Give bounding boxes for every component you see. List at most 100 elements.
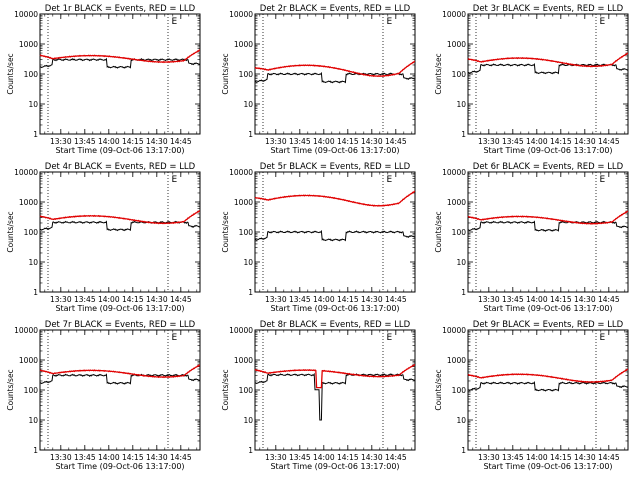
y-tick-label: 10 (28, 416, 38, 425)
x-tick-label: 14:00 (313, 295, 335, 304)
x-axis-label: Start Time (09-Oct-06 13:17:00) (270, 146, 399, 155)
x-tick-label: 14:45 (385, 137, 407, 146)
corner-e-marker: E (387, 175, 393, 185)
x-tick-label: 14:45 (385, 295, 407, 304)
corner-e-marker: E (172, 175, 178, 185)
y-tick-label: 100 (24, 70, 39, 79)
x-tick-label: 14:15 (550, 453, 572, 462)
panel-title: Det 8r BLACK = Events, RED = LLD (260, 320, 411, 330)
y-tick-label: 1000 (234, 198, 253, 207)
x-tick-label: 13:45 (502, 295, 524, 304)
x-tick-label: 14:15 (337, 453, 359, 462)
y-tick-label: 1 (33, 130, 38, 139)
panel-title: Det 7r BLACK = Events, RED = LLD (45, 320, 196, 330)
x-tick-label: 13:30 (50, 295, 72, 304)
lld-series-line (467, 52, 629, 68)
panel-6: Det 6r BLACK = Events, RED = LLD 1 10 100 10… (434, 162, 629, 313)
x-tick-label: 14:15 (122, 295, 144, 304)
lld-series-line (467, 368, 629, 384)
x-tick-label: 14:30 (574, 295, 596, 304)
y-tick-label: 10000 (14, 10, 38, 19)
x-tick-label: 13:30 (478, 137, 500, 146)
x-tick-label: 14:45 (598, 453, 620, 462)
panel-7: Det 7r BLACK = Events, RED = LLD 1 10 100 10… (6, 320, 201, 471)
y-tick-label: 100 (24, 228, 39, 237)
panel-1: Det 1r BLACK = Events, RED = LLD 1 10 100 10… (6, 4, 201, 155)
x-axis-label: Start Time (09-Oct-06 13:17:00) (270, 304, 399, 313)
y-tick-label: 1000 (19, 40, 38, 49)
panel-5: Det 5r BLACK = Events, RED = LLD 1 10 100 10… (221, 162, 416, 313)
y-tick-label: 1 (33, 288, 38, 297)
x-tick-label: 13:45 (502, 453, 524, 462)
x-tick-label: 14:00 (98, 453, 120, 462)
y-tick-label: 10 (243, 100, 253, 109)
x-tick-label: 14:00 (526, 137, 548, 146)
events-series-line (467, 220, 629, 232)
x-tick-label: 14:30 (146, 137, 168, 146)
x-tick-label: 13:45 (74, 137, 96, 146)
y-tick-label: 1 (461, 446, 466, 455)
panel-2: Det 2r BLACK = Events, RED = LLD 1 10 100 10… (221, 4, 416, 155)
x-tick-label: 13:30 (265, 295, 287, 304)
x-tick-label: 14:45 (598, 137, 620, 146)
panel-8: Det 8r BLACK = Events, RED = LLD 1 10 100 10… (221, 320, 416, 471)
x-tick-label: 14:45 (170, 453, 192, 462)
x-axis-label: Start Time (09-Oct-06 13:17:00) (55, 146, 184, 155)
y-axis-label: Counts/sec (6, 53, 15, 94)
x-tick-label: 14:45 (385, 453, 407, 462)
x-axis-label: Start Time (09-Oct-06 13:17:00) (483, 146, 612, 155)
x-tick-label: 13:30 (478, 453, 500, 462)
y-tick-label: 10 (28, 258, 38, 267)
y-tick-label: 1000 (447, 356, 466, 365)
x-tick-label: 14:30 (574, 453, 596, 462)
events-series-line (39, 57, 201, 69)
y-tick-label: 100 (452, 386, 467, 395)
y-tick-label: 1 (248, 446, 253, 455)
x-axis-label: Start Time (09-Oct-06 13:17:00) (55, 462, 184, 471)
x-axis-label: Start Time (09-Oct-06 13:17:00) (270, 462, 399, 471)
x-tick-label: 14:00 (313, 137, 335, 146)
events-series-line (39, 373, 201, 385)
y-tick-label: 1000 (234, 356, 253, 365)
y-tick-label: 100 (452, 228, 467, 237)
corner-e-marker: E (600, 333, 606, 343)
y-tick-label: 100 (239, 70, 254, 79)
x-tick-label: 14:00 (526, 453, 548, 462)
x-tick-label: 13:30 (50, 137, 72, 146)
y-tick-label: 1000 (234, 40, 253, 49)
events-series-line (254, 372, 416, 421)
panel-title: Det 4r BLACK = Events, RED = LLD (45, 162, 196, 172)
y-tick-label: 1000 (19, 198, 38, 207)
panel-title: Det 6r BLACK = Events, RED = LLD (473, 162, 624, 172)
corner-e-marker: E (387, 333, 393, 343)
y-axis-label: Counts/sec (6, 369, 15, 410)
x-tick-label: 13:30 (478, 295, 500, 304)
panel-title: Det 1r BLACK = Events, RED = LLD (45, 4, 196, 14)
y-tick-label: 10 (243, 258, 253, 267)
y-tick-label: 10 (28, 100, 38, 109)
y-tick-label: 10000 (442, 168, 466, 177)
y-tick-label: 10000 (14, 326, 38, 335)
y-axis-label: Counts/sec (434, 53, 443, 94)
plot-frame (39, 329, 201, 451)
x-tick-label: 14:30 (574, 137, 596, 146)
x-tick-label: 14:00 (98, 137, 120, 146)
y-tick-label: 10000 (442, 326, 466, 335)
events-series-line (254, 229, 416, 242)
x-tick-label: 13:45 (74, 453, 96, 462)
lld-series-line (254, 190, 416, 207)
plot-frame (39, 171, 201, 293)
events-series-line (467, 381, 629, 392)
x-tick-label: 14:45 (170, 137, 192, 146)
x-tick-label: 13:45 (289, 453, 311, 462)
x-tick-label: 14:30 (146, 453, 168, 462)
y-axis-label: Counts/sec (221, 211, 230, 252)
x-tick-label: 13:45 (289, 295, 311, 304)
y-tick-label: 1 (248, 288, 253, 297)
x-tick-label: 14:45 (170, 295, 192, 304)
x-tick-label: 13:30 (50, 453, 72, 462)
panel-4: Det 4r BLACK = Events, RED = LLD 1 10 100 10… (6, 162, 201, 313)
y-tick-label: 100 (24, 386, 39, 395)
y-tick-label: 10000 (14, 168, 38, 177)
lld-series-line (39, 210, 201, 225)
